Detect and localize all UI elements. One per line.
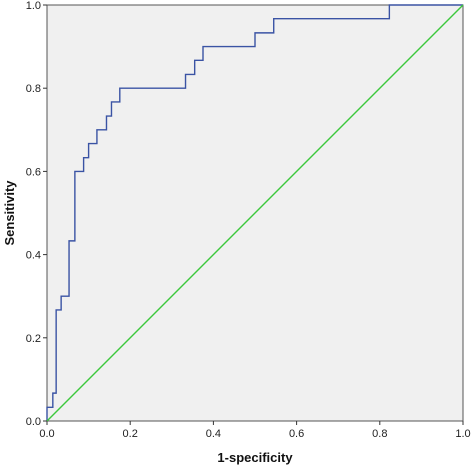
x-tick-label: 0.0 (39, 428, 54, 440)
y-axis-title: Sensitivity (2, 180, 17, 246)
y-tick-label: 0.4 (26, 250, 41, 262)
y-tick-label: 0.8 (26, 83, 41, 95)
axis-ticks: 0.0 0.2 0.4 0.6 0.8 1.0 0.0 0.2 0.4 0.6 0.8 1.0 (26, 0, 471, 440)
x-axis-title: 1-specificity (217, 450, 293, 465)
y-tick-label: 0.0 (26, 416, 41, 428)
x-tick-label: 0.6 (289, 428, 304, 440)
roc-curve-line (46, 4, 463, 421)
chart-marks (46, 4, 464, 422)
x-tick-label: 1.0 (455, 428, 470, 440)
x-tick-label: 0.2 (123, 428, 138, 440)
x-tick-label: 0.4 (206, 428, 221, 440)
y-tick-label: 0.2 (26, 333, 41, 345)
x-tick-label: 0.8 (372, 428, 387, 440)
y-tick-label: 1.0 (26, 0, 41, 12)
reference-diagonal-line (46, 4, 464, 422)
y-tick-label: 0.6 (26, 166, 41, 178)
